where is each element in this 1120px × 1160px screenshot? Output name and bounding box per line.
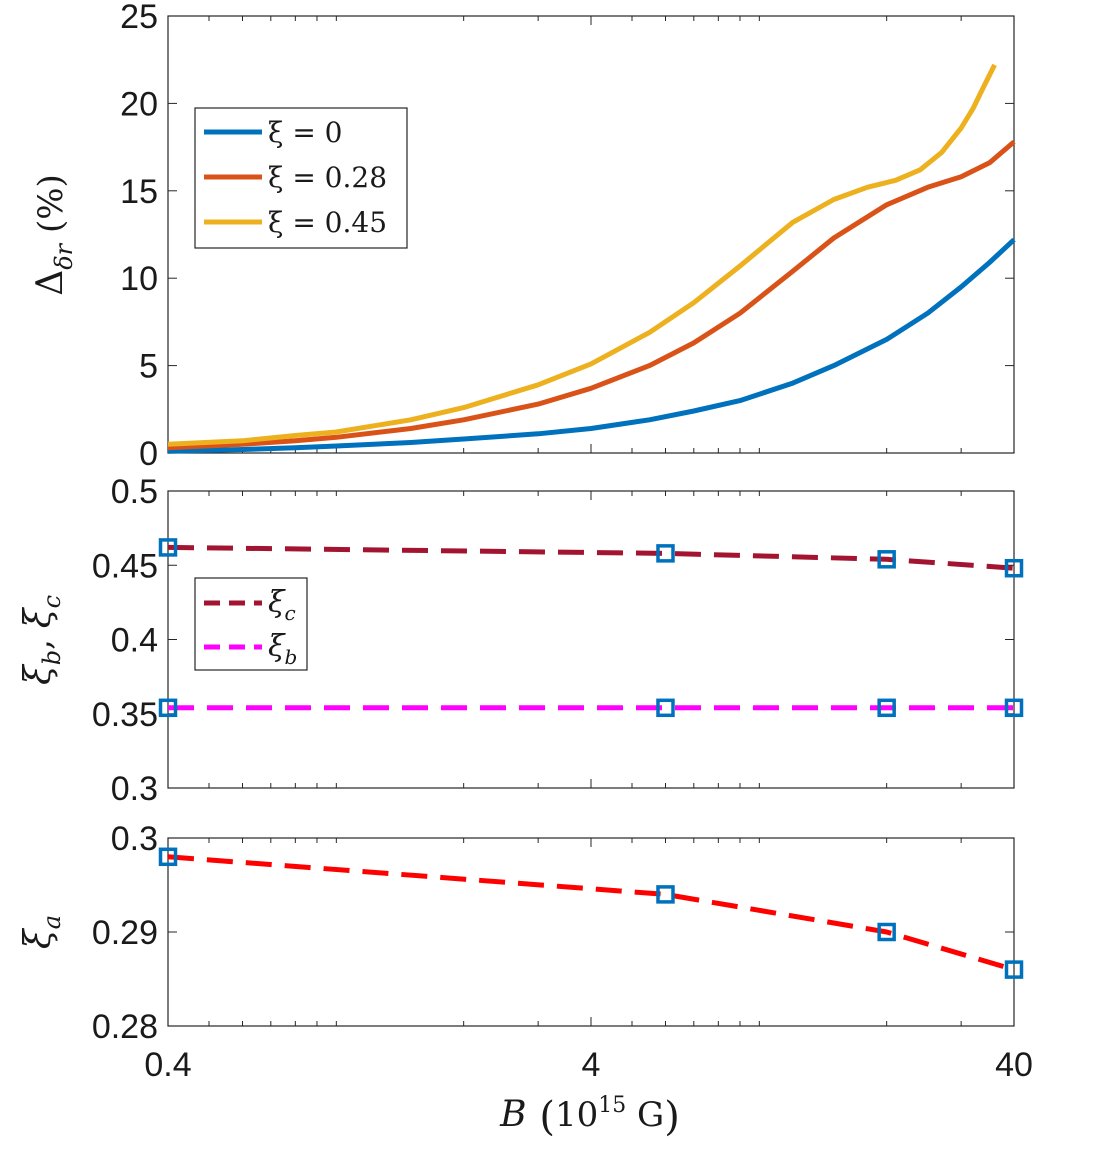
bottom-ytick-label: 0.28 <box>92 1008 158 1046</box>
middle-ytick-label: 0.35 <box>92 696 158 734</box>
marker-layer <box>158 538 1024 979</box>
y-tick-labels: 0 5 10 15 20 25 0.3 0.35 0.4 0.45 0.5 0.28 0.29 0.3 <box>92 0 158 1046</box>
top-legend: ξ = 0 ξ = 0.28 ξ = 0.45 <box>194 107 408 249</box>
middle-marker-point <box>158 538 178 557</box>
x-tick-label: 0.4 <box>144 1046 191 1084</box>
middle-marker-point <box>656 698 675 718</box>
legend-label-xi-045: ξ = 0.45 <box>268 206 387 239</box>
top-ytick-label: 0 <box>139 435 158 473</box>
middle-ytick-label: 0.4 <box>111 622 158 660</box>
middle-legend: ξc ξb <box>194 577 308 671</box>
bottom-series-0 <box>167 854 1015 972</box>
middle-marker-point <box>877 698 896 718</box>
x-tick-label: 40 <box>995 1046 1033 1084</box>
legend-label-xi-0: ξ = 0 <box>268 116 343 149</box>
middle-marker-point <box>1004 558 1024 578</box>
top-ytick-label: 20 <box>120 85 158 123</box>
bottom-marker-point <box>877 922 896 942</box>
middle-marker-point <box>877 550 896 569</box>
middle-ytick-label: 0.5 <box>111 473 158 511</box>
legend-label-xi-028: ξ = 0.28 <box>268 161 387 194</box>
bottom-ylabel: ξa <box>18 915 66 949</box>
legend-label-xi-b: ξb <box>268 629 297 669</box>
middle-marker-point <box>1004 698 1024 718</box>
top-ytick-label: 25 <box>120 0 158 36</box>
bottom-marker-point <box>1004 960 1024 979</box>
series-layer <box>167 63 1016 972</box>
middle-ytick-label: 0.3 <box>111 770 158 808</box>
top-series-2 <box>167 63 997 447</box>
middle-series-0 <box>167 544 1015 571</box>
x-tick-label: 4 <box>582 1046 601 1084</box>
bottom-marker-point <box>656 885 675 904</box>
top-series-0 <box>167 237 1016 454</box>
middle-ylabel: ξb, ξc <box>18 595 66 685</box>
middle-legend-box <box>194 577 308 671</box>
middle-marker-point <box>158 698 178 718</box>
x-axis-title: B (1015 G) <box>499 1093 680 1140</box>
top-ytick-label: 10 <box>120 260 158 298</box>
top-ytick-label: 15 <box>120 173 158 211</box>
top-series-1 <box>167 139 1016 451</box>
bottom-ytick-label: 0.29 <box>92 914 158 952</box>
middle-marker-point <box>656 544 675 563</box>
x-tick-labels: 0.4 4 40 <box>144 1046 1033 1084</box>
top-ytick-label: 5 <box>139 348 158 386</box>
legend-label-xi-c: ξc <box>268 585 296 625</box>
bottom-marker-point <box>158 847 178 867</box>
top-ylabel: Δδr (%) <box>30 174 78 296</box>
axis-ticks <box>167 15 1015 1027</box>
middle-ytick-label: 0.45 <box>92 547 158 585</box>
bottom-ytick-label: 0.3 <box>111 820 158 858</box>
